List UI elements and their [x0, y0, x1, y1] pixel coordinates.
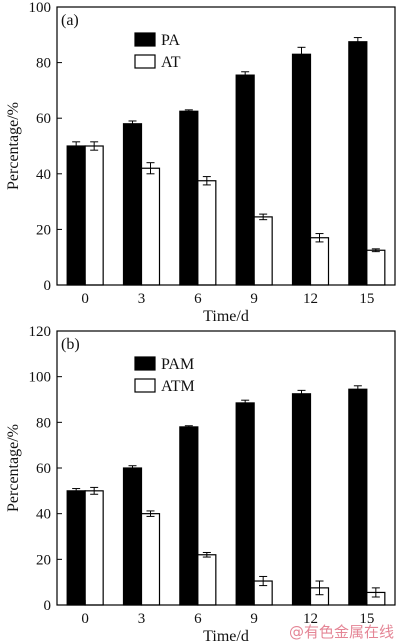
error-bar-atm-0 [90, 486, 99, 495]
y-tick-label: 80 [36, 56, 51, 72]
bar-atm-3 [140, 513, 161, 606]
y-tick-label: 40 [36, 507, 51, 523]
watermark: @有色金属在线 [288, 623, 394, 641]
bar-atm-0 [84, 490, 104, 606]
error-bar-at-3 [146, 162, 155, 175]
x-tick-label: 9 [250, 611, 258, 627]
plot-frame [56, 330, 396, 606]
bar-at-0 [84, 145, 104, 286]
bar-pa-15 [348, 41, 368, 286]
y-tick-label: 40 [36, 167, 51, 183]
y-tick-label: 20 [36, 222, 51, 238]
legend-swatch-pam [134, 356, 156, 371]
bar-at-12 [309, 237, 330, 286]
legend-swatch-at [134, 54, 156, 69]
x-tick-label: 6 [194, 611, 202, 627]
plot-frame [56, 6, 396, 286]
legend-swatch-pa [134, 32, 156, 47]
error-bar-pa-0 [72, 141, 81, 151]
error-bar-atm-15 [371, 587, 380, 598]
error-bar-atm-9 [259, 575, 268, 587]
y-tick-label: 60 [36, 111, 51, 127]
bar-pa-6 [179, 110, 199, 286]
error-bar-pam-0 [72, 488, 81, 494]
y-axis-label: Percentage/% [5, 424, 22, 512]
chart-panel-a: 0 20 40 60 80 100 0 3 6 9 12 15 Time/d Percentage/% (a… [5, 0, 396, 325]
error-bar-pam-12 [297, 389, 306, 398]
error-bar-atm-6 [202, 551, 211, 558]
chart-panel-b: 0 20 40 60 80 100 120 0 3 6 9 12 15 Time/d Percentage/… [5, 324, 396, 644]
bar-at-3 [140, 167, 161, 286]
error-bar-pam-9 [241, 399, 250, 407]
error-bar-pa-15 [353, 37, 362, 47]
y-tick-label: 60 [36, 461, 51, 477]
bar-pam-15 [348, 388, 368, 606]
y-tick-label: 0 [44, 598, 52, 614]
error-bar-pa-3 [128, 120, 137, 128]
bar-at-9 [253, 216, 273, 286]
x-tick-label: 3 [138, 611, 146, 627]
error-bar-at-0 [90, 141, 99, 151]
x-axis-label: Time/d [203, 628, 249, 644]
y-tick-label: 80 [36, 415, 51, 431]
panel-label: (b) [61, 336, 80, 353]
error-bar-pam-15 [353, 385, 362, 394]
error-bar-pam-6 [184, 425, 193, 429]
y-tick-label: 20 [36, 552, 51, 568]
legend-label-atm: ATM [161, 378, 195, 395]
bar-pam-0 [66, 490, 86, 606]
x-tick-label: 0 [81, 291, 89, 307]
y-tick-label: 120 [29, 324, 52, 340]
legend-label-pa: PA [161, 32, 180, 49]
error-bar-pa-6 [184, 109, 193, 114]
bar-pam-3 [122, 467, 143, 606]
bar-pa-0 [66, 145, 86, 286]
bar-pam-6 [179, 426, 199, 606]
error-bar-at-12 [315, 233, 324, 243]
x-tick-label: 12 [303, 291, 318, 307]
panel-label: (a) [61, 12, 79, 29]
bar-at-15 [366, 249, 386, 286]
bar-pam-12 [291, 393, 312, 606]
y-tick-label: 0 [44, 278, 52, 294]
error-bar-pam-3 [128, 465, 137, 471]
bar-pam-9 [235, 402, 255, 606]
legend-label-at: AT [161, 54, 181, 71]
x-tick-label: 9 [250, 291, 258, 307]
x-tick-label: 6 [194, 291, 202, 307]
legend-label-pam: PAM [161, 356, 194, 373]
error-bar-at-9 [259, 213, 268, 221]
x-tick-label: 3 [138, 291, 146, 307]
error-bar-atm-3 [146, 510, 155, 517]
x-tick-label: 15 [359, 611, 374, 627]
bar-atm-6 [197, 554, 217, 606]
x-tick-label: 12 [303, 611, 318, 627]
error-bar-pa-9 [241, 71, 250, 79]
x-axis-label: Time/d [203, 308, 249, 325]
legend-swatch-atm [134, 378, 156, 393]
error-bar-at-15 [371, 248, 380, 253]
error-bar-atm-12 [315, 580, 324, 596]
error-bar-at-6 [202, 176, 211, 186]
bar-pa-12 [291, 53, 312, 286]
x-tick-label: 15 [359, 291, 374, 307]
y-tick-label: 100 [29, 370, 52, 386]
bar-pa-3 [122, 123, 143, 286]
bar-pa-9 [235, 74, 255, 286]
y-tick-label: 100 [29, 0, 52, 16]
y-axis-label: Percentage/% [5, 102, 22, 190]
x-tick-label: 0 [81, 611, 89, 627]
error-bar-pa-12 [297, 46, 306, 62]
bar-at-6 [197, 180, 217, 286]
